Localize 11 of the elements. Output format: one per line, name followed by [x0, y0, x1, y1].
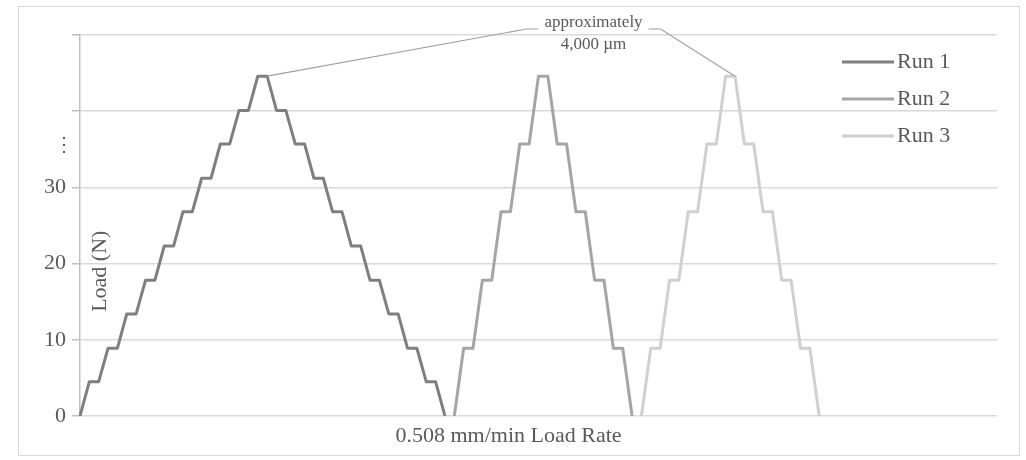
annotation: approximately 4,000 µm [544, 12, 644, 54]
legend-label: Run 3 [897, 121, 951, 147]
legend-label: Run 2 [897, 84, 951, 110]
legend-label: Run 1 [897, 47, 951, 73]
y-tick-label: 0 [55, 401, 66, 427]
x-axis-title: 0.508 mm/min Load Rate [395, 421, 622, 447]
y-tick-label: 30 [44, 173, 66, 199]
text: ⋮ [54, 132, 74, 155]
y-tick-label: 10 [44, 325, 66, 351]
y-tick-label: 20 [44, 249, 66, 275]
y-axis-title: Load (N) [85, 230, 111, 312]
